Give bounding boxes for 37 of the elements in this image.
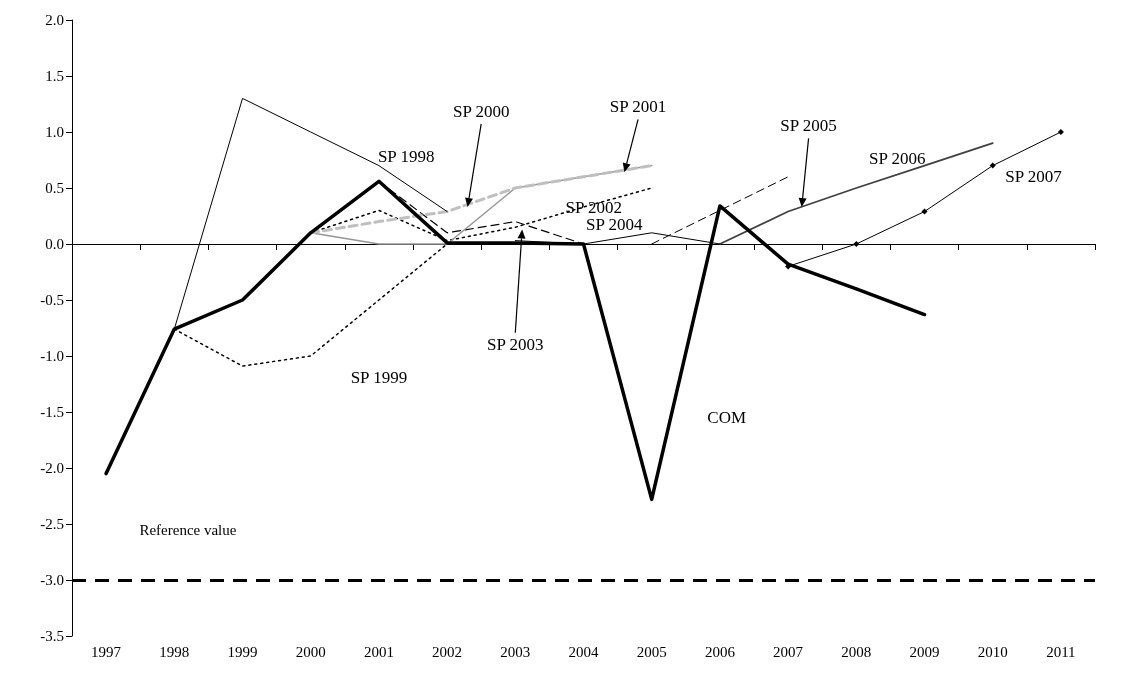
- y-tick-label: 0.0: [45, 236, 64, 252]
- ref-line-label: Reference value: [139, 521, 237, 539]
- y-tick-label: -2.0: [40, 460, 64, 476]
- y-tick-label: -1.0: [40, 348, 64, 364]
- y-tick-label: 1.0: [45, 124, 64, 140]
- x-tick-label: 1997: [91, 643, 122, 660]
- x-tick-label: 2002: [432, 643, 463, 660]
- series-label: SP 1998: [377, 146, 435, 167]
- x-tick-label: 2010: [977, 643, 1008, 660]
- y-tick-label: -3.5: [40, 628, 64, 644]
- x-tick-label: 2003: [500, 643, 531, 660]
- x-tick-label: 2008: [841, 643, 872, 660]
- series-label: COM: [707, 407, 747, 428]
- x-tick-label: 2009: [909, 643, 940, 660]
- y-tick-label: 2.0: [45, 12, 64, 28]
- x-tick-label: 2000: [295, 643, 326, 660]
- x-tick-label: 2006: [704, 643, 736, 660]
- text: SP 2000: [452, 101, 510, 122]
- x-tick-label: 2011: [1046, 643, 1076, 660]
- series-label: SP 2006: [868, 148, 926, 169]
- text: SP 2005: [780, 116, 837, 137]
- y-tick-label: 0.5: [45, 180, 64, 196]
- y-tick-label: -3.0: [40, 572, 64, 588]
- y-tick-label: -1.5: [40, 404, 64, 420]
- x-tick-label: 1998: [159, 643, 190, 660]
- x-tick-label: 2004: [568, 643, 599, 660]
- x-tick-label: 1999: [227, 643, 258, 660]
- text: SP 1999: [350, 368, 408, 389]
- x-tick-label: 2007: [773, 643, 804, 660]
- y-tick-label: -2.5: [40, 516, 64, 532]
- text: SP 2003: [487, 334, 544, 355]
- y-tick-label: 1.5: [45, 68, 64, 84]
- text: SP 2001: [609, 97, 667, 118]
- x-tick-label: 2001: [363, 643, 394, 660]
- y-tick-label: -0.5: [40, 292, 64, 308]
- x-tick-label: 2005: [636, 643, 667, 660]
- series-label: SP 2007: [1005, 166, 1062, 187]
